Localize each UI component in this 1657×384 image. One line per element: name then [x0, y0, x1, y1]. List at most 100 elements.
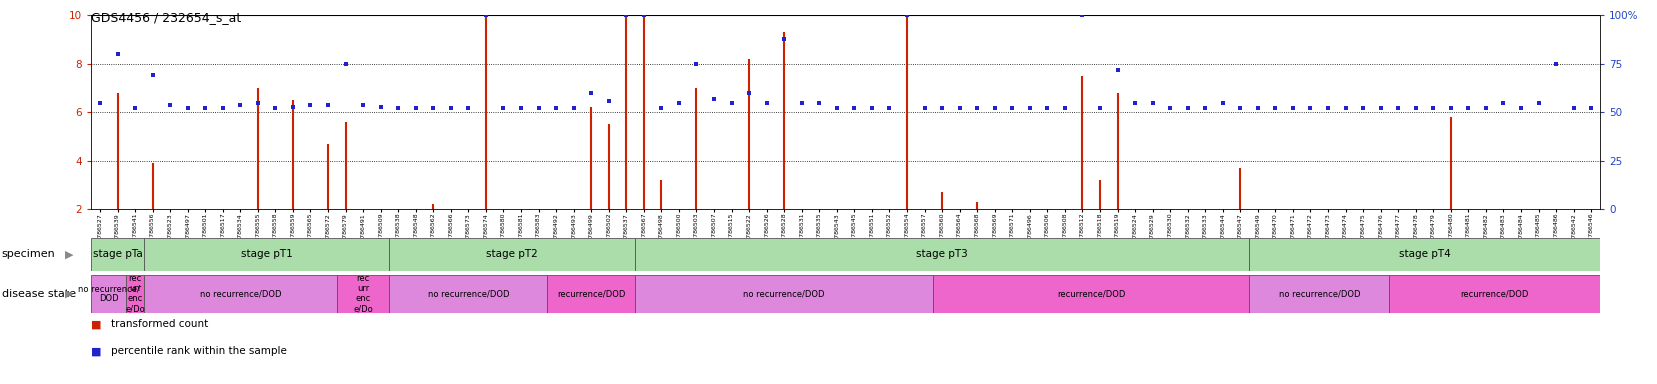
Text: ■: ■: [91, 319, 101, 329]
Point: [437, 105, 464, 111]
Point: [1104, 66, 1130, 73]
Point: [1138, 99, 1165, 106]
Point: [1559, 105, 1586, 111]
Point: [1418, 105, 1445, 111]
Point: [262, 105, 288, 111]
Point: [1314, 105, 1341, 111]
Text: stage pT1: stage pT1: [240, 249, 292, 260]
Point: [875, 105, 901, 111]
Point: [1279, 105, 1306, 111]
Text: rec
urr
enc
e/Do: rec urr enc e/Do: [124, 274, 144, 314]
Point: [1437, 105, 1463, 111]
Point: [542, 105, 568, 111]
Point: [280, 103, 307, 109]
Bar: [389, 238, 635, 271]
Point: [1226, 105, 1253, 111]
Bar: [336, 275, 389, 313]
Text: no recurrence/
DOD: no recurrence/ DOD: [78, 284, 139, 303]
Point: [1332, 105, 1359, 111]
Text: recurrence/DOD: recurrence/DOD: [557, 289, 625, 298]
Point: [1208, 99, 1234, 106]
Point: [630, 12, 656, 18]
Point: [1051, 105, 1077, 111]
Text: percentile rank within the sample: percentile rank within the sample: [111, 346, 287, 356]
Point: [893, 12, 920, 18]
Bar: [144, 238, 389, 271]
Point: [490, 105, 517, 111]
Text: rec
urr
enc
e/Do: rec urr enc e/Do: [353, 274, 373, 314]
Point: [174, 105, 200, 111]
Bar: [635, 275, 933, 313]
Bar: [933, 275, 1248, 313]
Text: stage pTa: stage pTa: [93, 249, 143, 260]
Point: [1543, 61, 1569, 67]
Point: [701, 96, 727, 102]
Point: [121, 105, 147, 111]
Point: [192, 105, 219, 111]
Point: [981, 105, 1007, 111]
Text: ▶: ▶: [65, 249, 73, 260]
Point: [928, 105, 954, 111]
Point: [1349, 105, 1375, 111]
Point: [1577, 105, 1604, 111]
Point: [1016, 105, 1042, 111]
Point: [595, 98, 621, 104]
Point: [824, 105, 850, 111]
Point: [104, 51, 131, 57]
Point: [350, 101, 376, 108]
Point: [946, 105, 973, 111]
Point: [1191, 105, 1218, 111]
Point: [209, 105, 235, 111]
Bar: [389, 275, 547, 313]
Point: [403, 105, 429, 111]
Text: GDS4456 / 232654_s_at: GDS4456 / 232654_s_at: [91, 12, 242, 25]
Point: [717, 99, 744, 106]
Point: [1471, 105, 1498, 111]
Point: [963, 105, 989, 111]
Point: [752, 99, 779, 106]
Text: recurrence/DOD: recurrence/DOD: [1460, 289, 1528, 298]
Point: [736, 90, 762, 96]
Point: [1157, 105, 1183, 111]
Point: [1173, 105, 1200, 111]
Text: specimen: specimen: [2, 249, 55, 260]
Bar: [547, 275, 635, 313]
Point: [1261, 105, 1287, 111]
Text: no recurrence/DOD: no recurrence/DOD: [199, 289, 282, 298]
Point: [315, 101, 341, 108]
Text: recurrence/DOD: recurrence/DOD: [1057, 289, 1125, 298]
Point: [331, 61, 358, 67]
Point: [560, 105, 587, 111]
Point: [1244, 105, 1271, 111]
Point: [911, 105, 938, 111]
Bar: [91, 275, 126, 313]
Point: [139, 73, 166, 79]
Bar: [1248, 238, 1599, 271]
Point: [858, 105, 885, 111]
Point: [1069, 12, 1095, 18]
Bar: [91, 238, 144, 271]
Point: [805, 99, 832, 106]
Text: no recurrence/DOD: no recurrence/DOD: [742, 289, 825, 298]
Point: [86, 99, 113, 106]
Point: [1367, 105, 1394, 111]
Text: stage pT4: stage pT4: [1399, 249, 1450, 260]
Point: [384, 105, 411, 111]
Bar: [1389, 275, 1599, 313]
Point: [507, 105, 534, 111]
Point: [1506, 105, 1533, 111]
Point: [1402, 105, 1428, 111]
Text: transformed count: transformed count: [111, 319, 209, 329]
Bar: [126, 275, 144, 313]
Text: ■: ■: [91, 346, 101, 356]
Text: no recurrence/DOD: no recurrence/DOD: [428, 289, 509, 298]
Point: [297, 101, 323, 108]
Point: [1384, 105, 1410, 111]
Point: [227, 101, 254, 108]
Point: [157, 101, 184, 108]
Point: [1085, 105, 1112, 111]
Bar: [1248, 275, 1389, 313]
Point: [999, 105, 1026, 111]
Bar: [635, 238, 1248, 271]
Text: no recurrence/DOD: no recurrence/DOD: [1278, 289, 1359, 298]
